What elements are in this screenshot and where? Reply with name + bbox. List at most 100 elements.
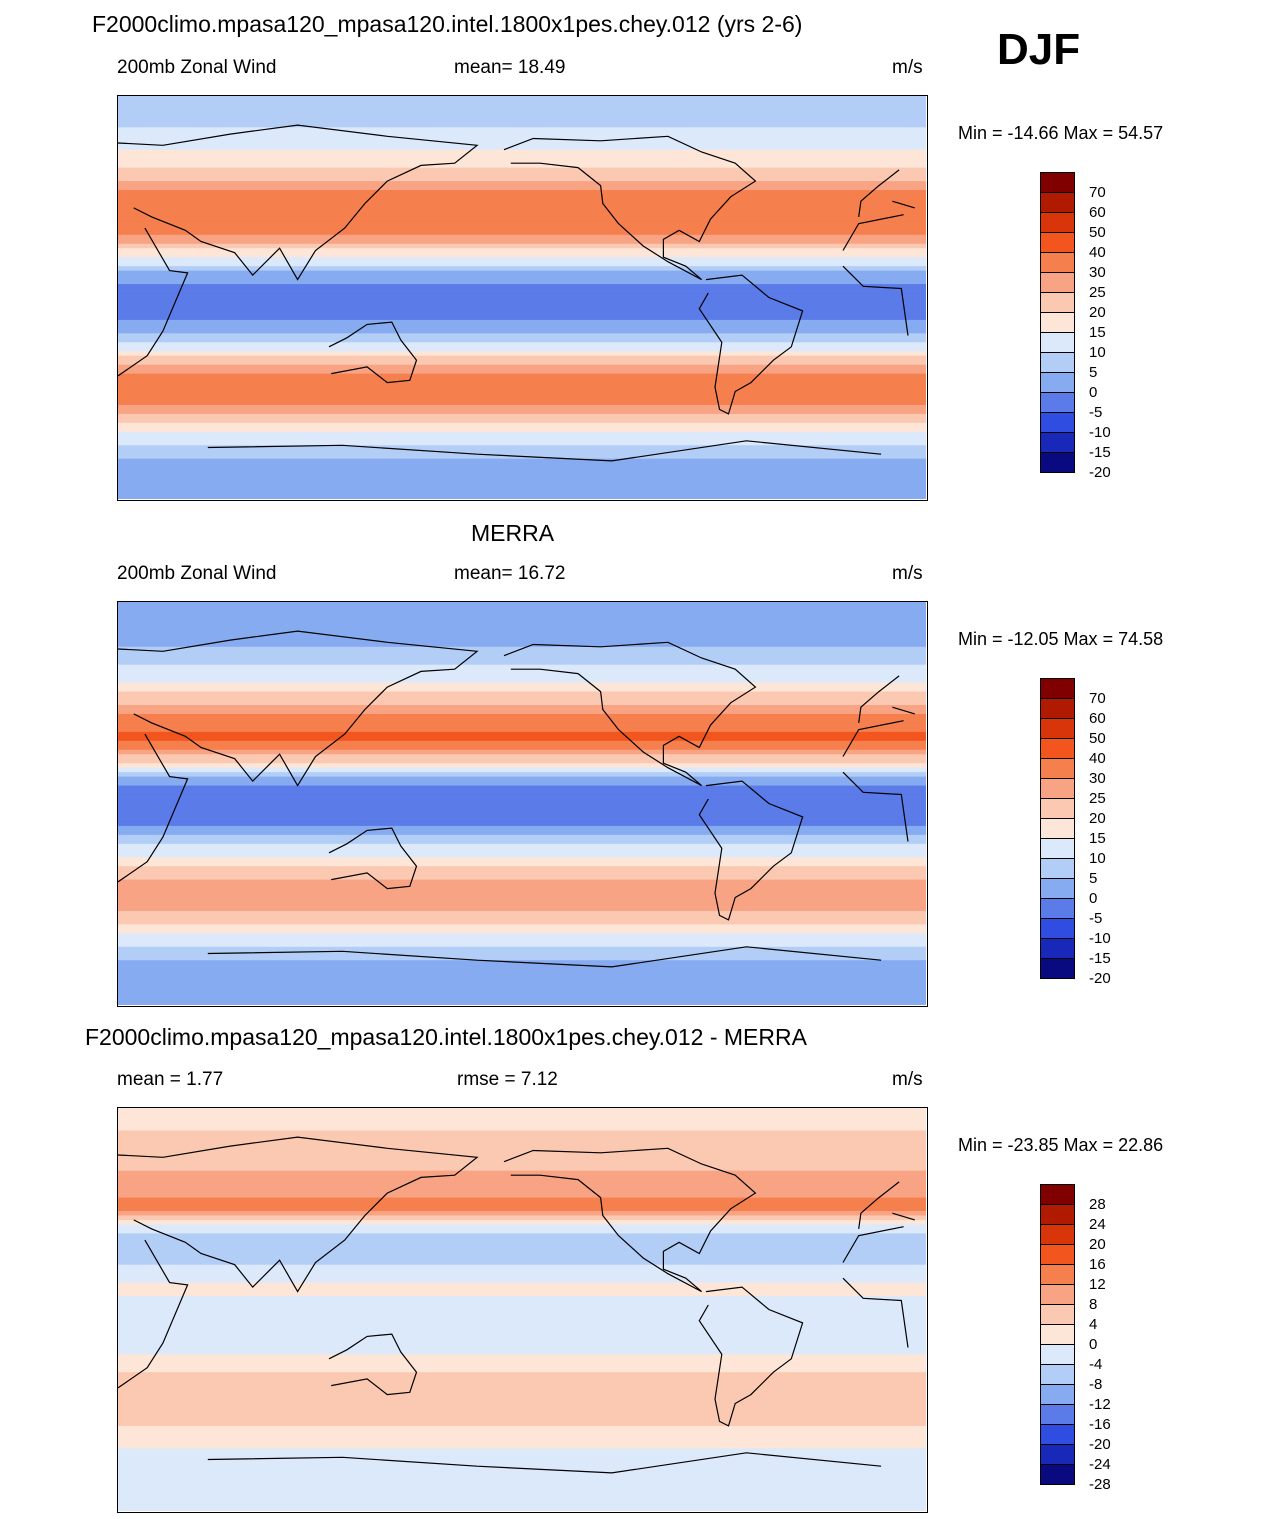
field-band	[118, 449, 926, 455]
field-band	[118, 422, 926, 428]
field-band	[118, 113, 926, 119]
field-band	[118, 1188, 926, 1194]
field-band	[118, 933, 926, 939]
field-band	[118, 328, 926, 334]
field-band	[118, 463, 926, 469]
field-band	[118, 100, 926, 106]
panel3-colorbar	[1040, 1184, 1075, 1485]
field-band	[118, 1421, 926, 1427]
field-band	[118, 315, 926, 321]
field-band	[118, 1287, 926, 1293]
field-band	[118, 1139, 926, 1145]
field-band	[118, 1278, 926, 1284]
field-band	[118, 1184, 926, 1190]
field-band	[118, 1318, 926, 1324]
field-band	[118, 937, 926, 943]
field-band	[118, 888, 926, 894]
field-band	[118, 821, 926, 827]
field-band	[118, 1322, 926, 1329]
field-band	[118, 902, 926, 908]
field-band	[118, 190, 926, 196]
colorbar-tick-label: -10	[1089, 424, 1111, 441]
field-band	[118, 1202, 926, 1208]
field-band	[118, 682, 926, 688]
field-band	[118, 1439, 926, 1445]
field-band	[118, 239, 926, 245]
colorbar-tick-label: 30	[1089, 264, 1106, 281]
field-band	[118, 996, 926, 1002]
colorbar-tick-label: 15	[1089, 324, 1106, 341]
coastline	[503, 135, 757, 281]
field-band	[118, 1372, 926, 1378]
field-band	[118, 602, 926, 608]
field-band	[118, 1121, 926, 1127]
field-band	[118, 776, 926, 782]
field-band	[118, 167, 926, 173]
field-band	[118, 633, 926, 639]
colorbar-tick-label: -28	[1089, 1476, 1111, 1493]
colorbar-swatch	[1040, 292, 1075, 312]
field-band	[118, 897, 926, 903]
field-band	[118, 875, 926, 881]
colorbar-swatch	[1040, 452, 1075, 473]
colorbar-tick-label: -8	[1089, 1376, 1103, 1393]
field-band	[118, 1493, 926, 1499]
field-band	[118, 830, 926, 836]
field-band	[118, 1197, 926, 1203]
field-band	[118, 1443, 926, 1449]
field-band	[118, 1255, 926, 1261]
field-band	[118, 655, 926, 661]
field-band	[118, 1340, 926, 1346]
field-band	[118, 942, 926, 948]
colorbar-swatch	[1040, 1184, 1075, 1204]
field-band	[118, 1367, 926, 1373]
panel3-minmax: Min = -23.85 Max = 22.86	[958, 1135, 1164, 1155]
field-band	[118, 181, 926, 187]
field-band	[118, 843, 926, 849]
field-band	[118, 781, 926, 787]
field-band	[118, 1408, 926, 1414]
field-band	[118, 1260, 926, 1266]
panel3-units: m/s	[892, 1069, 923, 1090]
field-band	[118, 973, 926, 979]
panel3-title: F2000climo.mpasa120_mpasa120.intel.1800x…	[85, 1024, 807, 1050]
field-band	[118, 1143, 926, 1149]
field-band	[118, 834, 926, 840]
field-band	[118, 382, 926, 388]
colorbar-swatch	[1040, 898, 1075, 918]
field-band	[118, 1242, 926, 1248]
colorbar-swatch	[1040, 938, 1075, 958]
panel2-center-label: mean= 16.72	[454, 563, 566, 584]
field-band	[118, 418, 926, 424]
colorbar-tick-label: 70	[1089, 690, 1106, 707]
field-band	[118, 1390, 926, 1396]
field-band	[118, 615, 926, 621]
field-band	[118, 704, 926, 711]
coastline	[207, 946, 882, 968]
field-band	[118, 351, 926, 357]
field-band	[118, 346, 926, 352]
field-band	[118, 969, 926, 975]
field-band	[118, 404, 926, 411]
field-band	[118, 310, 926, 317]
field-band	[118, 754, 926, 760]
field-band	[118, 884, 926, 890]
field-band	[118, 243, 926, 249]
field-band	[118, 1394, 926, 1400]
field-band	[118, 825, 926, 831]
coastline	[698, 274, 804, 415]
colorbar-swatch	[1040, 1344, 1075, 1364]
field-band	[118, 1376, 926, 1382]
coastline	[207, 1452, 882, 1474]
colorbar-swatch	[1040, 432, 1075, 452]
panel3-center-label: rmse = 7.12	[457, 1069, 558, 1090]
field-band	[118, 324, 926, 330]
field-band	[118, 651, 926, 657]
panel2-left-label: 200mb Zonal Wind	[117, 563, 277, 584]
field-band	[118, 924, 926, 930]
field-band	[118, 610, 926, 617]
field-band	[118, 928, 926, 934]
colorbar-swatch	[1040, 1464, 1075, 1485]
field-band	[118, 624, 926, 630]
field-band	[118, 1434, 926, 1440]
